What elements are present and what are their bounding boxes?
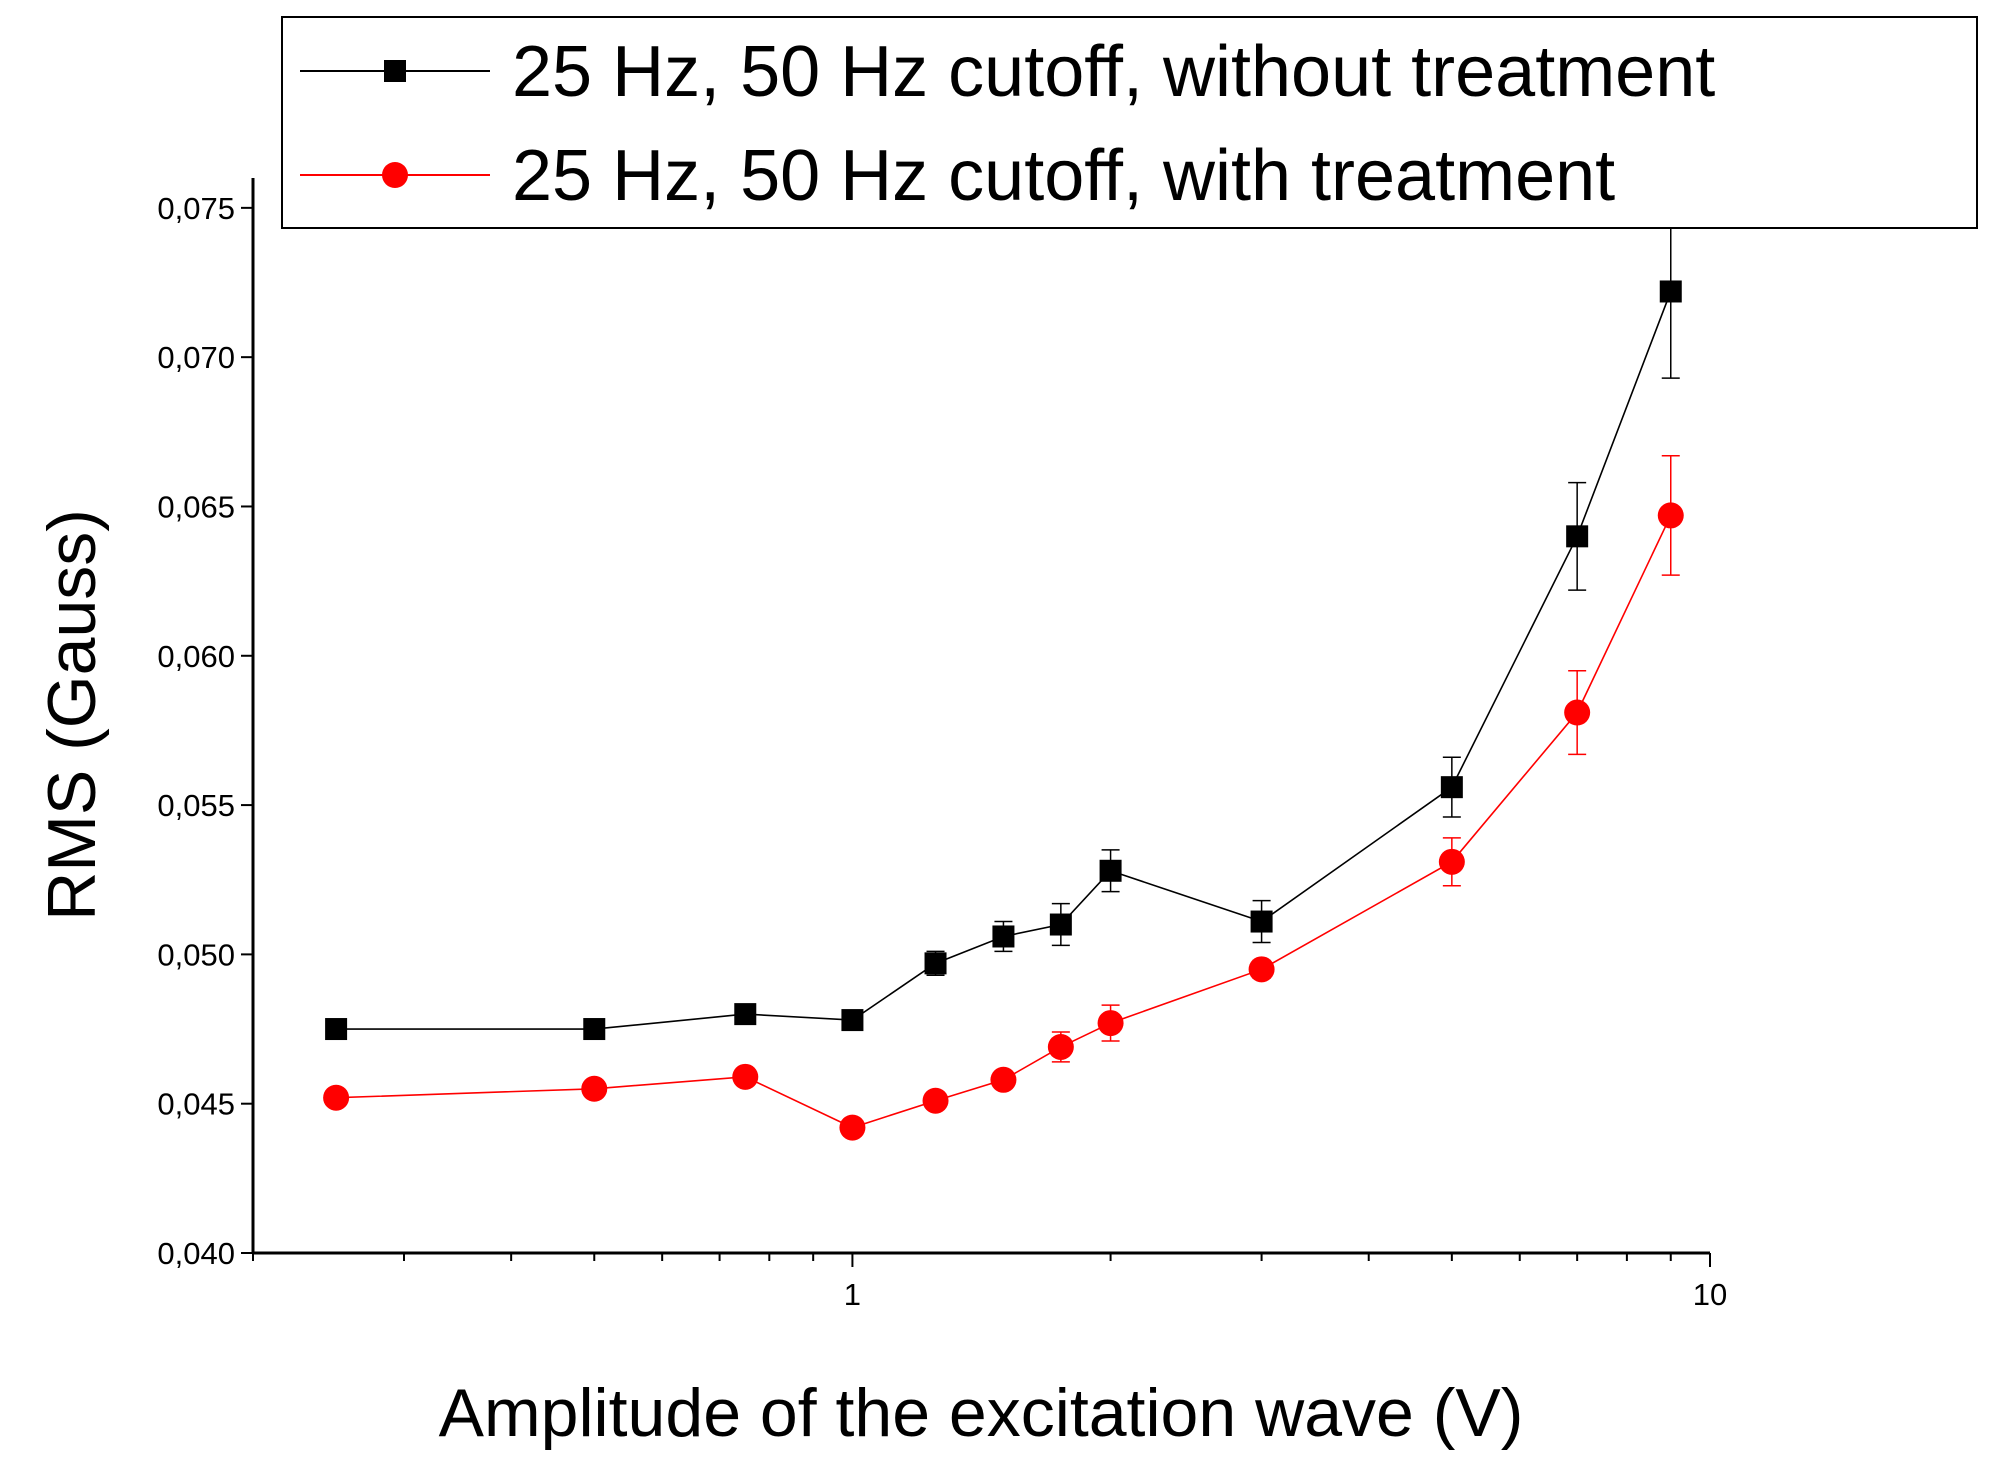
- series-0: [325, 204, 1682, 1041]
- y-axis-title: RMS (Gauss): [34, 509, 110, 921]
- series-1-point-6: [1047, 1033, 1074, 1060]
- y-tick-label-5: 0,065: [157, 489, 235, 524]
- y-tick-label-6: 0,070: [157, 340, 235, 375]
- series-layer: [323, 204, 1684, 1141]
- series-1-point-0: [323, 1084, 350, 1111]
- series-0-point-0: [325, 1018, 348, 1041]
- series-1-point-8: [1248, 956, 1275, 983]
- legend: 25 Hz, 50 Hz cutoff, without treatment 2…: [281, 16, 1978, 229]
- y-ticks: 0,040 0,045 0,050 0,055 0,060 0,065 0,070 0,075: [157, 191, 253, 1271]
- series-0-point-3: [841, 1009, 864, 1032]
- series-1-point-4: [922, 1087, 949, 1114]
- series-0-point-5: [992, 925, 1015, 948]
- legend-label-1: 25 Hz, 50 Hz cutoff, with treatment: [512, 136, 1615, 216]
- series-1-point-9: [1438, 848, 1465, 875]
- axes: [251, 178, 1710, 1255]
- series-1-line: [336, 515, 1672, 1129]
- series-0-point-11: [1659, 280, 1682, 303]
- y-tick-label-4: 0,060: [157, 639, 235, 674]
- series-0-line: [336, 291, 1672, 1030]
- series-1-point-7: [1097, 1010, 1124, 1037]
- series-0-point-10: [1566, 525, 1589, 548]
- legend-label-0: 25 Hz, 50 Hz cutoff, without treatment: [512, 32, 1715, 112]
- x-tick-label-0: 1: [844, 1277, 861, 1312]
- x-tick-label-1: 10: [1693, 1277, 1727, 1312]
- series-1-point-3: [839, 1114, 866, 1141]
- y-tick-label-7: 0,075: [157, 191, 235, 226]
- y-tick-label-3: 0,055: [157, 788, 235, 823]
- series-1-point-10: [1564, 699, 1591, 726]
- legend-box: [281, 16, 1978, 229]
- series-1-point-2: [732, 1063, 759, 1090]
- series-0-point-2: [734, 1003, 757, 1026]
- series-0-point-7: [1099, 859, 1122, 882]
- series-0-point-6: [1049, 913, 1072, 936]
- series-1-point-5: [990, 1066, 1017, 1093]
- y-tick-label-0: 0,040: [157, 1236, 235, 1271]
- series-0-point-1: [583, 1018, 606, 1041]
- y-tick-label-1: 0,045: [157, 1087, 235, 1122]
- series-0-point-9: [1440, 776, 1463, 799]
- series-1: [323, 454, 1684, 1141]
- y-tick-label-2: 0,050: [157, 937, 235, 972]
- legend-marker-1: [382, 162, 408, 188]
- x-ticks: 1 10: [252, 1253, 1727, 1312]
- series-0-point-8: [1250, 910, 1273, 933]
- series-1-point-11: [1657, 502, 1684, 529]
- series-0-point-4: [924, 952, 947, 975]
- x-axis-title: Amplitude of the excitation wave (V): [439, 1375, 1524, 1451]
- series-1-point-1: [581, 1075, 608, 1102]
- legend-marker-0: [384, 60, 406, 82]
